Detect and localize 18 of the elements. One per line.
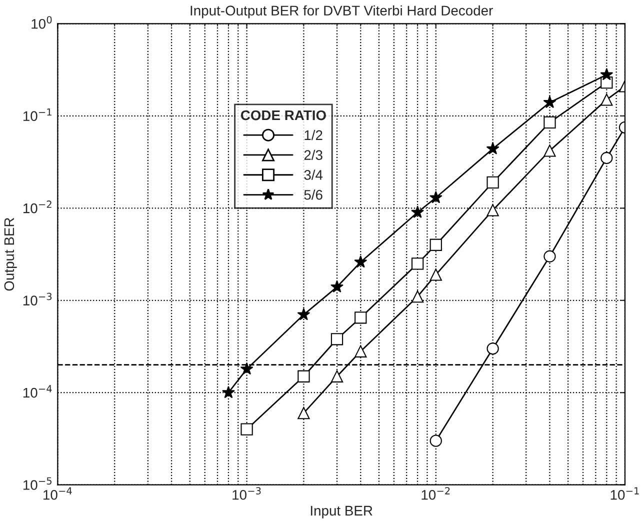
y-tick-label: 10$^{−2}$ [23, 200, 52, 214]
legend-label: 1/2 [304, 130, 322, 140]
x-tick-label: 10$^{−1}$ [610, 487, 639, 500]
y-tick-label: 10$^{−3}$ [23, 292, 52, 306]
y-tick-label: 10$^{0}$ [32, 16, 52, 29]
y-tick-label: 10$^{−4}$ [23, 385, 52, 398]
legend-label: 5/6 [304, 190, 322, 200]
legend-title: CODE RATIO [240, 110, 326, 120]
legend-label: 2/3 [304, 150, 322, 160]
x-axis-title: Input BER [310, 506, 372, 518]
chart-title: Input-Output BER for DVBT Viterbi Hard Decoder [190, 5, 493, 18]
y-tick-label: 10$^{−5}$ [23, 477, 52, 490]
x-tick-label: 10$^{−2}$ [422, 487, 450, 500]
y-tick-label: 10$^{−1}$ [23, 108, 52, 122]
x-tick-label: 10$^{−4}$ [44, 487, 72, 500]
x-tick-label: 10$^{−3}$ [232, 487, 261, 500]
legend-label: 3/4 [304, 170, 323, 180]
y-axis-title: Output BER [4, 218, 17, 291]
